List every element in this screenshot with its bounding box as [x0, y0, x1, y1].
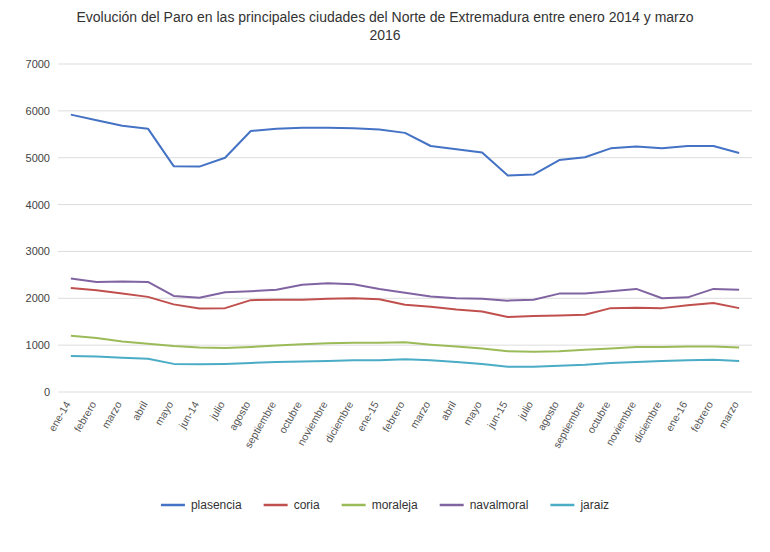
y-tick-label: 2000	[26, 292, 50, 304]
legend-label: moraleja	[372, 498, 418, 512]
x-tick-label: octubre	[584, 399, 612, 435]
legend-label: jaraiz	[579, 498, 609, 512]
x-tick-label: ene-16	[663, 399, 690, 433]
chart: Evolución del Paro en las principales ci…	[0, 0, 770, 552]
y-tick-label: 4000	[26, 199, 50, 211]
series-group	[71, 115, 739, 367]
x-tick-label: mayo	[461, 399, 484, 427]
y-tick-label: 1000	[26, 339, 50, 351]
x-tick-label: jun-14	[176, 399, 202, 431]
x-tick-label: abril	[129, 399, 149, 422]
x-tick-label: septiembre	[242, 399, 278, 450]
series-line	[71, 336, 739, 352]
x-tick-label: agosto	[535, 399, 561, 432]
legend-item: moraleja	[342, 498, 418, 512]
legend-swatch	[440, 504, 464, 507]
y-tick-label: 3000	[26, 245, 50, 257]
legend-swatch	[342, 504, 366, 507]
legend-swatch	[161, 504, 185, 507]
series-line	[71, 279, 739, 301]
legend-item: jaraiz	[550, 498, 609, 512]
grid-line	[58, 204, 752, 205]
legend-swatch	[550, 504, 574, 507]
x-tick-label: febrero	[688, 399, 715, 434]
grid-line	[58, 298, 752, 299]
legend-label: navalmoral	[470, 498, 529, 512]
x-tick-label: ene-15	[354, 399, 381, 433]
legend-item: plasencia	[161, 498, 242, 512]
x-tick-label: julio	[515, 399, 535, 422]
x-tick-label: octubre	[276, 399, 304, 435]
x-tick-label: febrero	[71, 399, 98, 434]
x-tick-label: mayo	[152, 399, 175, 427]
legend-item: coria	[264, 498, 320, 512]
legend-label: coria	[294, 498, 320, 512]
x-tick-label: julio	[207, 399, 227, 422]
legend: plasencia coria moraleja navalmoral jaraiz	[161, 498, 609, 512]
grid-line	[58, 251, 752, 252]
legend-swatch	[264, 504, 288, 507]
x-tick-label: ene-14	[46, 399, 73, 433]
x-tick-label: agosto	[226, 399, 252, 432]
x-tick-label: jun-15	[484, 399, 510, 431]
grid-line	[58, 157, 752, 158]
x-tick-label: diciembre	[322, 399, 355, 445]
y-tick-label: 5000	[26, 152, 50, 164]
legend-item: navalmoral	[440, 498, 529, 512]
x-tick-label: marzo	[716, 399, 741, 430]
legend-label: plasencia	[191, 498, 242, 512]
x-tick-label: febrero	[380, 399, 407, 434]
grid-line	[58, 110, 752, 111]
series-line	[71, 356, 739, 367]
grid-line	[58, 64, 752, 65]
x-tick-label: marzo	[99, 399, 124, 430]
x-tick-label: diciembre	[631, 399, 664, 445]
y-tick-label: 0	[44, 386, 50, 398]
x-tick-label: marzo	[407, 399, 432, 430]
title: Evolución del Paro en las principales ci…	[76, 9, 693, 43]
x-tick-label: abril	[438, 399, 458, 422]
grid-line	[58, 392, 752, 393]
x-tick-label: septiembre	[550, 399, 586, 450]
grid	[58, 64, 752, 392]
y-tick-label: 6000	[26, 105, 50, 117]
series-line	[71, 115, 739, 176]
y-tick-label: 7000	[26, 58, 50, 70]
